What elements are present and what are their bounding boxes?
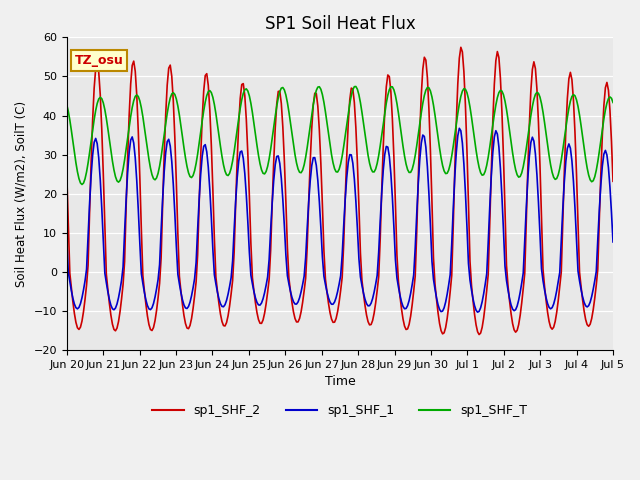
Line: sp1_SHF_2: sp1_SHF_2 bbox=[67, 48, 613, 335]
Title: SP1 Soil Heat Flux: SP1 Soil Heat Flux bbox=[264, 15, 415, 33]
sp1_SHF_1 bbox=[226, 284, 234, 289]
sp1_SHF_1 bbox=[253, 300, 261, 305]
sp1_SHF_2 bbox=[226, 303, 234, 309]
sp1_SHF_T bbox=[246, 93, 253, 99]
Line: sp1_SHF_T: sp1_SHF_T bbox=[67, 86, 613, 184]
sp1_SHF_T bbox=[63, 102, 70, 108]
Text: TZ_osu: TZ_osu bbox=[75, 54, 124, 67]
sp1_SHF_2 bbox=[253, 310, 261, 315]
sp1_SHF_2 bbox=[244, 151, 252, 157]
sp1_SHF_1 bbox=[244, 219, 252, 225]
sp1_SHF_2 bbox=[582, 316, 589, 322]
sp1_SHF_1 bbox=[456, 125, 463, 131]
Y-axis label: Soil Heat Flux (W/m2), SoilT (C): Soil Heat Flux (W/m2), SoilT (C) bbox=[15, 101, 28, 287]
sp1_SHF_1 bbox=[130, 140, 138, 146]
sp1_SHF_1 bbox=[582, 303, 589, 309]
sp1_SHF_T bbox=[131, 94, 139, 99]
sp1_SHF_T bbox=[609, 99, 617, 105]
sp1_SHF_2 bbox=[63, 171, 70, 177]
Line: sp1_SHF_1: sp1_SHF_1 bbox=[67, 128, 613, 312]
X-axis label: Time: Time bbox=[324, 375, 355, 388]
sp1_SHF_T bbox=[227, 166, 235, 171]
sp1_SHF_2 bbox=[130, 58, 138, 64]
sp1_SHF_T bbox=[582, 156, 589, 161]
sp1_SHF_2 bbox=[609, 179, 617, 184]
sp1_SHF_2 bbox=[457, 45, 465, 50]
sp1_SHF_1 bbox=[474, 309, 481, 315]
sp1_SHF_T bbox=[352, 84, 360, 89]
sp1_SHF_1 bbox=[63, 237, 70, 242]
sp1_SHF_T bbox=[303, 145, 311, 151]
sp1_SHF_2 bbox=[476, 332, 483, 337]
sp1_SHF_T bbox=[78, 181, 86, 187]
sp1_SHF_2 bbox=[302, 276, 310, 281]
sp1_SHF_T bbox=[255, 153, 262, 158]
Legend: sp1_SHF_2, sp1_SHF_1, sp1_SHF_T: sp1_SHF_2, sp1_SHF_1, sp1_SHF_T bbox=[147, 399, 532, 422]
sp1_SHF_1 bbox=[609, 239, 617, 245]
sp1_SHF_1 bbox=[302, 254, 310, 260]
